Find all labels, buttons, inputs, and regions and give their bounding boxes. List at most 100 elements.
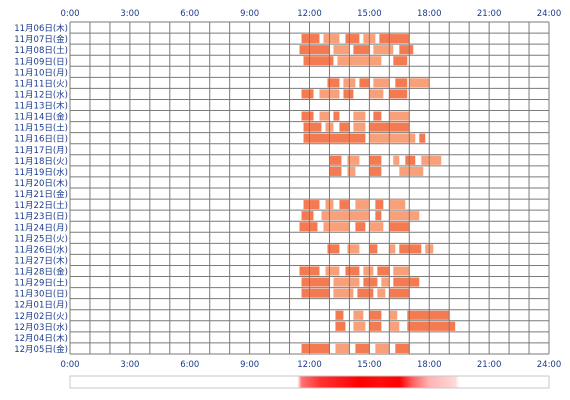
activity-bar [389,310,398,320]
activity-bar [301,288,330,298]
activity-bar [369,89,384,99]
bottom-hour-ticks: 0:00 3:00 6:00 9:00 12:00 15:00 18:00 21:00 24:0… [60,360,561,370]
hour-tick-label: 18:00 [417,9,442,19]
activity-bar [389,222,410,232]
activity-bar [369,244,378,254]
date-label: 11月18日(火) [14,157,68,167]
activity-bar [381,277,390,287]
date-label: 11月06日(木) [14,23,68,34]
activity-bar [379,34,410,44]
activity-density-strip [69,375,550,389]
activity-bar [389,111,410,121]
activity-bar [301,343,330,353]
activity-bar [375,211,382,221]
hour-tick-label: 9:00 [240,9,259,19]
hour-tick-label: 0:00 [60,360,79,370]
date-label: 11月15日(土) [14,123,68,134]
grid-lines [69,21,550,355]
activity-bar [347,244,360,254]
hour-tick-label: 3:00 [120,9,139,19]
hour-tick-label: 24:00 [537,9,562,19]
activity-bar [333,45,350,55]
date-label: 11月25日(火) [14,234,68,244]
date-label: 11月14日(金) [14,112,68,123]
activity-bar [409,78,430,88]
activity-bar [421,155,442,165]
date-label: 11月19日(水) [14,167,68,178]
hour-tick-label: 15:00 [357,360,382,370]
activity-bar [399,166,424,176]
hour-tick-label: 12:00 [297,360,322,370]
activity-bar [389,211,420,221]
top-hour-ticks: 0:00 3:00 6:00 9:00 12:00 15:00 18:00 21:00 24:0… [60,9,561,19]
activity-bar [301,277,330,287]
activity-bar [369,310,382,320]
activity-bar [389,321,400,331]
hour-tick-label: 0:00 [60,9,79,19]
activity-bar [333,111,340,121]
activity-bar [377,266,390,276]
activity-bar [389,200,406,210]
activity-bar [337,56,382,66]
date-label: 11月21日(金) [14,189,68,200]
activity-bar [353,310,364,320]
activity-bar [301,211,314,221]
date-label: 11月11日(火) [14,79,68,89]
activity-bar [355,222,366,232]
activity-bar [353,321,366,331]
activity-bar [303,200,320,210]
activity-bar [399,244,422,254]
activity-bar [359,78,370,88]
activity-bar [319,111,330,121]
hour-tick-label: 6:00 [180,9,199,19]
hour-tick-label: 3:00 [120,360,139,370]
activity-bar [377,288,386,298]
activity-bar [389,288,410,298]
hour-tick-label: 9:00 [240,360,259,370]
activity-bar [373,78,390,88]
date-label: 11月13日(木) [14,101,68,112]
date-label: 11月20日(木) [14,178,68,189]
activity-bar [373,111,382,121]
activity-bar [393,277,420,287]
activity-bar [323,222,350,232]
activity-bar [325,266,340,276]
date-label: 11月30日(日) [14,290,68,300]
date-label: 11月17日(月) [14,146,68,156]
activity-bar [335,310,344,320]
date-label: 12月04日(木) [14,333,68,344]
activity-bar [303,133,366,143]
date-labels: 11月06日(木)11月07日(金)11月08日(土)11月09日(日)11月1… [14,23,68,355]
hour-tick-label: 24:00 [537,360,562,370]
date-label: 11月16日(日) [14,135,68,145]
activity-bar [395,343,410,353]
activity-bar [407,310,450,320]
activity-bar [419,133,426,143]
activity-bar [333,288,354,298]
activity-bar [321,211,370,221]
activity-bar [343,89,354,99]
date-label: 11月09日(日) [14,57,68,67]
activity-bar [355,343,370,353]
activity-bar [335,343,350,353]
hour-tick-label: 6:00 [180,360,199,370]
date-label: 11月27日(木) [14,255,68,266]
date-label: 11月28日(金) [14,267,68,278]
activity-bar [345,34,360,44]
activity-bar [405,155,416,165]
date-label: 12月02日(火) [14,312,68,322]
activity-bar [299,45,330,55]
hour-tick-label: 18:00 [417,360,442,370]
activity-bar [329,155,342,165]
activity-bar [303,56,334,66]
activity-bar [347,166,356,176]
activity-bar [357,288,374,298]
activity-bar [303,122,322,132]
activity-bar [393,155,400,165]
date-label: 12月03日(水) [14,322,68,333]
activity-bar [389,89,408,99]
activity-bar [407,321,456,331]
activity-bar [373,45,394,55]
